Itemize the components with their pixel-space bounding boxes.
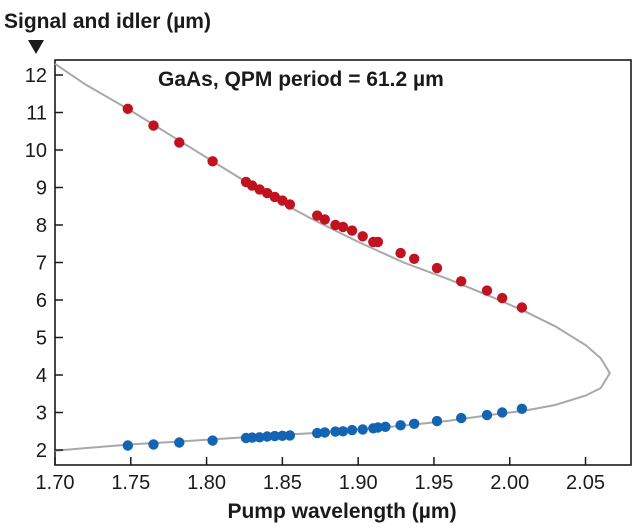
- lower-branch-point: [380, 421, 391, 432]
- x-tick-label: 1.90: [339, 472, 378, 494]
- lower-branch-point: [372, 422, 384, 433]
- y-tick-label: 3: [36, 403, 47, 425]
- lower-branch-point: [122, 440, 133, 451]
- lower-branch-point: [269, 430, 280, 442]
- upper-branch-point: [481, 285, 493, 296]
- lower-branch-point: [246, 432, 258, 443]
- lower-branch-point: [431, 415, 443, 427]
- chart-annotation: GaAs, QPM period = 61.2 µm: [158, 68, 444, 91]
- y-tick-label: 6: [36, 290, 47, 312]
- y-tick-label: 9: [36, 178, 47, 200]
- lower-branch-point: [357, 424, 368, 435]
- lower-branch-point: [337, 426, 349, 437]
- upper-branch-point: [207, 156, 218, 167]
- upper-branch-point: [431, 262, 443, 274]
- x-tick-label: 1.75: [111, 472, 150, 494]
- tuning-curve-line: [54, 62, 611, 452]
- lower-branch-point: [481, 409, 493, 421]
- upper-branch-point: [148, 120, 159, 131]
- upper-branch-point: [497, 292, 508, 304]
- lower-branch-point: [284, 430, 296, 441]
- lower-branch-point: [312, 427, 323, 439]
- upper-branch-point: [284, 199, 296, 210]
- x-axis-label: Pump wavelength (µm): [227, 500, 456, 523]
- upper-branch-points: [122, 103, 528, 313]
- lower-branch-point: [148, 439, 159, 450]
- lower-branch-point: [277, 430, 288, 441]
- lower-branch-point: [262, 431, 273, 442]
- plot-frame: [54, 59, 632, 466]
- y-tick-label: 2: [36, 440, 47, 462]
- lower-branch-point: [497, 407, 508, 418]
- lower-branch-point: [319, 427, 330, 438]
- lower-branch-point: [330, 426, 341, 437]
- y-axis-ticks: 2 3 4 5 6 7 8 9 10 11 12: [25, 65, 63, 462]
- lower-branch-point: [207, 435, 218, 446]
- lower-branch-point: [516, 403, 528, 414]
- upper-branch-point: [337, 221, 349, 233]
- x-axis-ticks: 1.70 1.75 1.80 1.85 1.90 1.95 2.00 2.05: [36, 457, 605, 494]
- y-tick-label: 4: [36, 365, 47, 387]
- upper-branch-point: [395, 247, 406, 259]
- lower-branch-point: [395, 420, 406, 431]
- x-tick-label: 1.85: [263, 472, 302, 494]
- lower-branch-point: [456, 412, 467, 424]
- upper-branch-point: [516, 302, 528, 313]
- lower-branch-points: [122, 403, 528, 451]
- upper-branch-point: [456, 276, 467, 287]
- x-tick-label: 1.70: [36, 472, 75, 494]
- x-tick-label: 1.95: [414, 472, 453, 494]
- y-tick-label: 11: [26, 103, 47, 125]
- lower-branch-point: [346, 424, 358, 436]
- x-tick-label: 2.05: [566, 472, 605, 494]
- y-tick-label: 8: [36, 215, 47, 237]
- upper-branch-point: [122, 103, 133, 115]
- upper-branch-point: [409, 253, 420, 264]
- x-tick-label: 1.80: [187, 472, 226, 494]
- y-axis-marker-triangle-icon: [28, 40, 44, 54]
- y-axis-label: Signal and idler (µm): [4, 10, 211, 33]
- upper-branch-point: [357, 231, 368, 242]
- y-tick-label: 12: [25, 65, 47, 87]
- upper-branch-point: [174, 137, 185, 148]
- y-tick-label: 5: [36, 328, 47, 350]
- lower-branch-point: [254, 432, 265, 443]
- tuning-curve-layer: [54, 62, 611, 452]
- upper-branch-point: [372, 236, 384, 248]
- lower-branch-point: [174, 437, 185, 448]
- upper-branch-point: [319, 214, 330, 225]
- x-tick-label: 2.00: [490, 472, 529, 494]
- upper-branch-point: [346, 225, 358, 236]
- y-tick-label: 10: [25, 140, 47, 162]
- y-tick-label: 7: [36, 253, 47, 275]
- lower-branch-point: [409, 418, 420, 429]
